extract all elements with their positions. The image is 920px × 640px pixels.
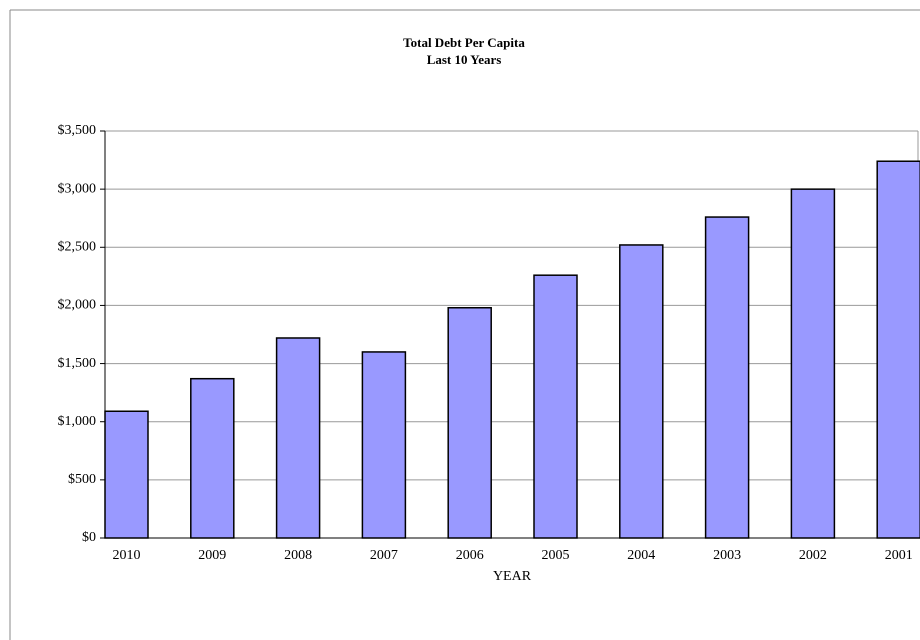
bar bbox=[104, 410, 149, 539]
x-tick-label: 2002 bbox=[799, 548, 827, 563]
bar bbox=[704, 216, 750, 539]
y-tick-label: $3,000 bbox=[58, 181, 97, 196]
bar bbox=[533, 274, 578, 539]
chart-title: Total Debt Per Capita bbox=[403, 35, 525, 50]
bar bbox=[447, 307, 492, 539]
y-tick-label: $2,500 bbox=[58, 240, 97, 255]
x-tick-label: 2007 bbox=[370, 548, 398, 563]
bar bbox=[619, 244, 664, 539]
y-tick-label: $3,500 bbox=[58, 123, 97, 138]
y-tick-label: $500 bbox=[68, 472, 96, 487]
bar bbox=[876, 160, 920, 539]
x-tick-label: 2010 bbox=[113, 548, 141, 563]
x-tick-label: 2006 bbox=[456, 548, 484, 563]
x-tick-label: 2004 bbox=[627, 548, 655, 563]
y-tick-label: $2,000 bbox=[58, 298, 97, 313]
bar bbox=[190, 377, 235, 539]
x-tick-label: 2001 bbox=[885, 548, 913, 563]
bar bbox=[790, 188, 836, 539]
bar bbox=[275, 337, 321, 539]
x-tick-label: 2009 bbox=[198, 548, 226, 563]
y-tick-label: $1,500 bbox=[58, 356, 97, 371]
x-tick-label: 2005 bbox=[542, 548, 570, 563]
x-tick-label: 2003 bbox=[713, 548, 741, 563]
x-tick-label: 2008 bbox=[284, 548, 312, 563]
y-tick-label: $1,000 bbox=[58, 414, 97, 429]
y-tick-label: $0 bbox=[82, 530, 96, 545]
bar bbox=[361, 351, 407, 539]
chart-subtitle: Last 10 Years bbox=[427, 52, 502, 67]
x-axis-label: YEAR bbox=[493, 569, 532, 584]
